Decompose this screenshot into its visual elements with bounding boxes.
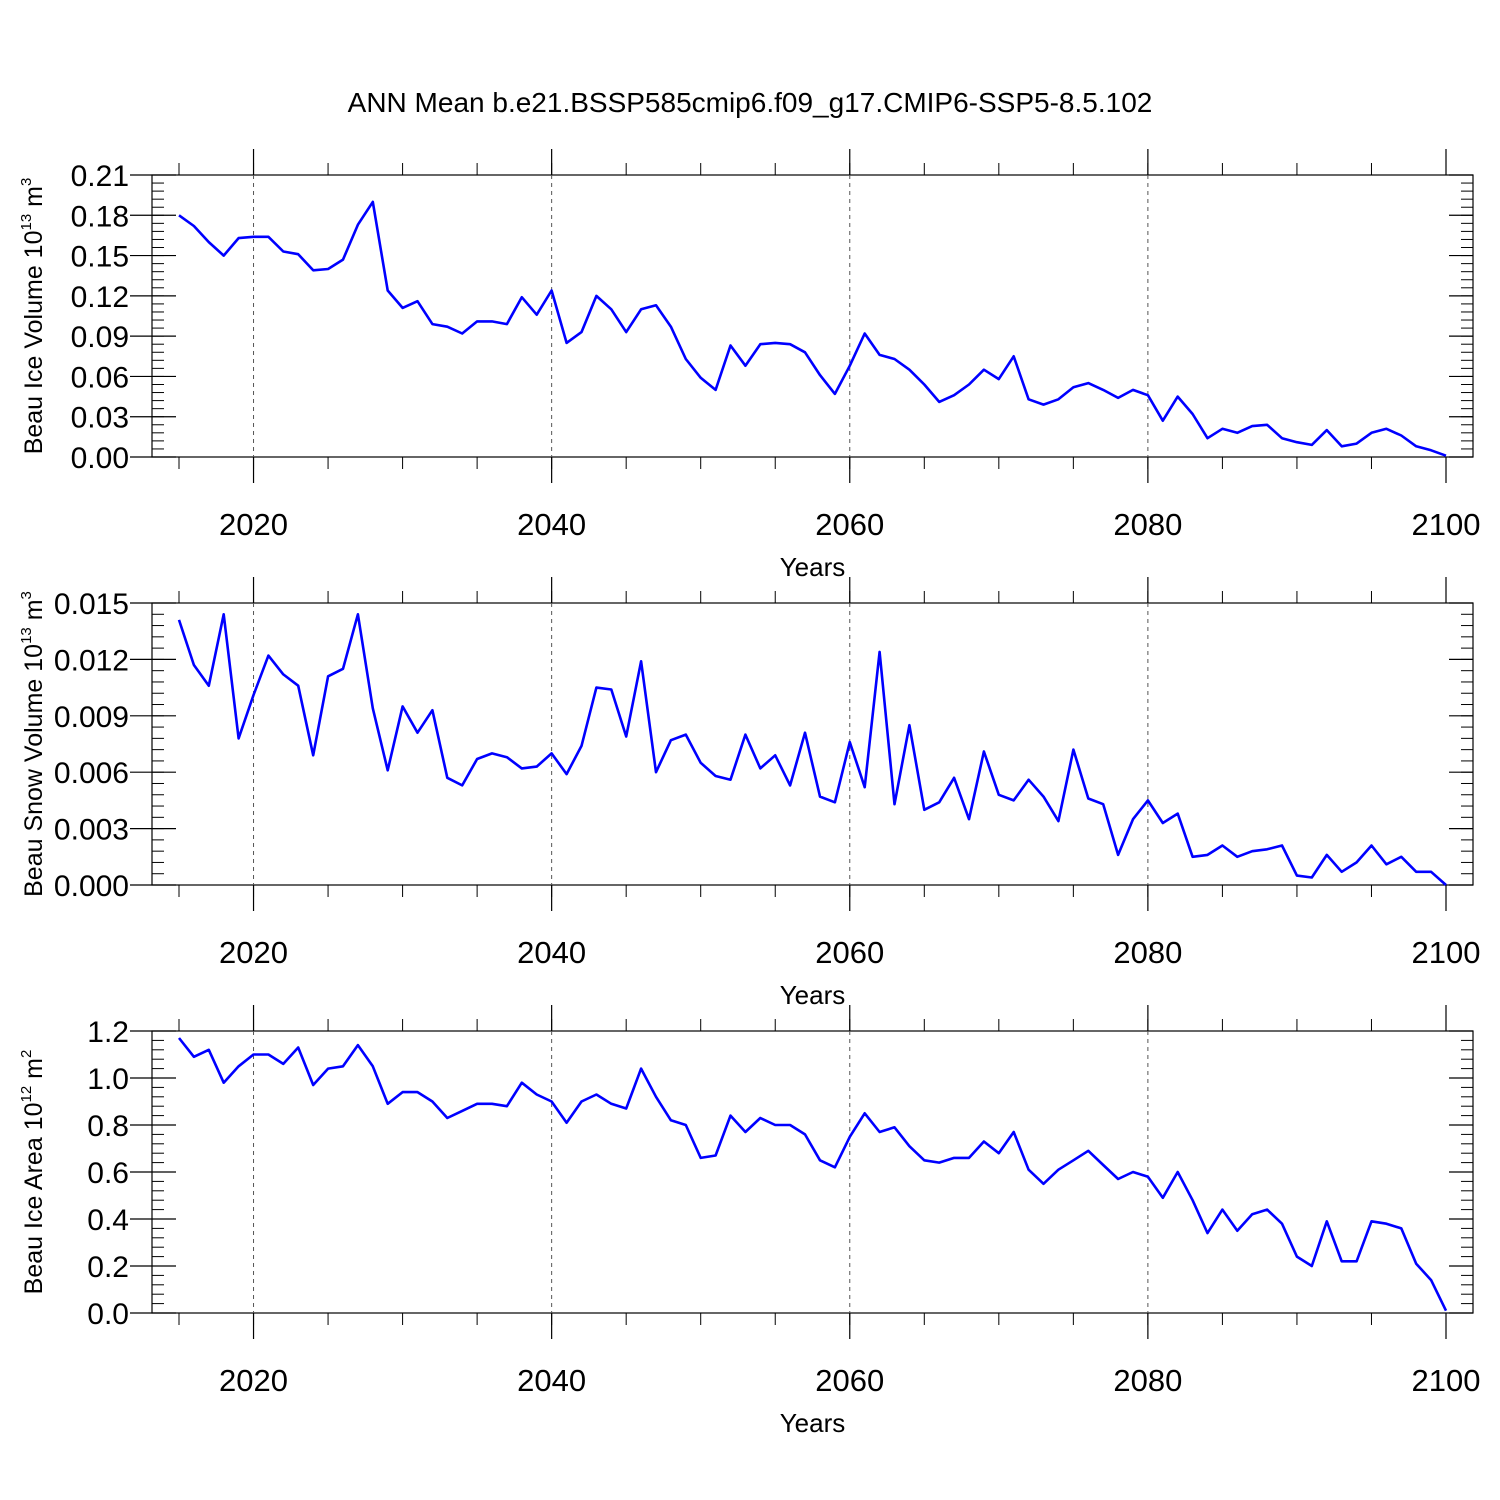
plot-frame: [151, 1030, 1474, 1314]
x-tick-label: 2040: [517, 507, 586, 542]
y-axis-title-text: Beau Ice Area 10: [20, 1103, 48, 1295]
y-tick-label: 0.00: [71, 442, 129, 475]
y-tick-label: 0.8: [87, 1110, 129, 1143]
y-tick-label: 0.09: [71, 321, 129, 354]
x-axis-title: Years: [780, 1408, 846, 1438]
y-tick-label: 1.0: [87, 1063, 129, 1096]
y-tick-label: 0.21: [71, 160, 129, 193]
y-tick-label: 0.4: [87, 1204, 129, 1237]
y-tick-label: 0.12: [71, 281, 129, 314]
y-axis-title-exponent: 12: [18, 1086, 35, 1103]
y-tick-label: 0.2: [87, 1251, 129, 1284]
y-tick-label: 0.009: [54, 701, 129, 734]
y-tick-label: 0.6: [87, 1157, 129, 1190]
y-tick-label: 1.2: [87, 1016, 129, 1049]
y-tick-label: 0.0: [87, 1298, 129, 1331]
x-tick-label: 2020: [219, 1363, 288, 1398]
x-tick-label: 2080: [1113, 935, 1182, 970]
y-axis-title-unit-exponent: 2: [18, 1050, 35, 1058]
series-line-snow-volume: [177, 612, 1447, 886]
x-tick-label: 2100: [1412, 935, 1481, 970]
y-tick-label: 0.015: [54, 588, 129, 621]
y-tick-label: 0.15: [71, 241, 129, 274]
y-axis-title-text: Beau Ice Volume 10: [20, 231, 48, 455]
y-axis-title-exponent: 13: [18, 214, 35, 231]
y-axis-title: Beau Ice Volume 1013 m3: [18, 178, 48, 455]
series-line-ice-volume: [178, 200, 1447, 457]
y-axis-title-space: [20, 207, 48, 214]
y-axis-title-unit-exponent: 3: [18, 178, 35, 186]
x-tick-label: 2060: [815, 1363, 884, 1398]
x-tick-label: 2040: [517, 935, 586, 970]
y-tick-label: 0.006: [54, 757, 129, 790]
y-axis-title-text: Beau Snow Volume 10: [20, 644, 48, 897]
y-axis-title-unit: m: [20, 186, 48, 207]
x-tick-label: 2100: [1412, 507, 1481, 542]
x-axis-title: Years: [780, 552, 846, 582]
panel-ice-area: 0.0 0.2 0.4 0.6 0.8 1.0 1.2 2020 2040 2060 2080 210…: [18, 1005, 1480, 1438]
series-line-ice-area: [177, 1037, 1448, 1312]
x-tick-label: 2080: [1113, 1363, 1182, 1398]
y-axis-title: Beau Snow Volume 1013 m3: [18, 591, 48, 897]
y-axis-title-exponent: 13: [18, 627, 35, 644]
x-tick-label: 2060: [815, 935, 884, 970]
panel-ice-volume: 0.00 0.03 0.06 0.09 0.12 0.15 0.18 0.21 2020 2040…: [18, 149, 1480, 582]
x-tick-label: 2080: [1113, 507, 1182, 542]
y-axis-title-space: [20, 1079, 48, 1086]
plot-frame: [151, 174, 1474, 458]
y-tick-label: 0.18: [71, 200, 129, 233]
y-tick-label: 0.03: [71, 402, 129, 435]
plot-frame: [151, 602, 1474, 886]
y-tick-label: 0.06: [71, 361, 129, 394]
x-tick-label: 2100: [1412, 1363, 1481, 1398]
y-tick-label: 0.000: [54, 870, 129, 903]
y-tick-label: 0.003: [54, 814, 129, 847]
y-axis-title-space: [20, 620, 48, 627]
x-tick-label: 2020: [219, 507, 288, 542]
figure-title: ANN Mean b.e21.BSSP585cmip6.f09_g17.CMIP…: [348, 87, 1153, 118]
x-tick-label: 2020: [219, 935, 288, 970]
y-axis-title-unit: m: [20, 599, 48, 620]
x-tick-label: 2040: [517, 1363, 586, 1398]
x-axis-title: Years: [780, 980, 846, 1010]
panel-snow-volume: 0.000 0.003 0.006 0.009 0.012 0.015 2020 2040 20…: [18, 577, 1480, 1010]
y-axis-title-unit-exponent: 3: [18, 591, 35, 599]
x-tick-label: 2060: [815, 507, 884, 542]
y-axis-title-unit: m: [20, 1058, 48, 1079]
y-tick-label: 0.012: [54, 644, 129, 677]
y-axis-title: Beau Ice Area 1012 m2: [18, 1050, 48, 1295]
